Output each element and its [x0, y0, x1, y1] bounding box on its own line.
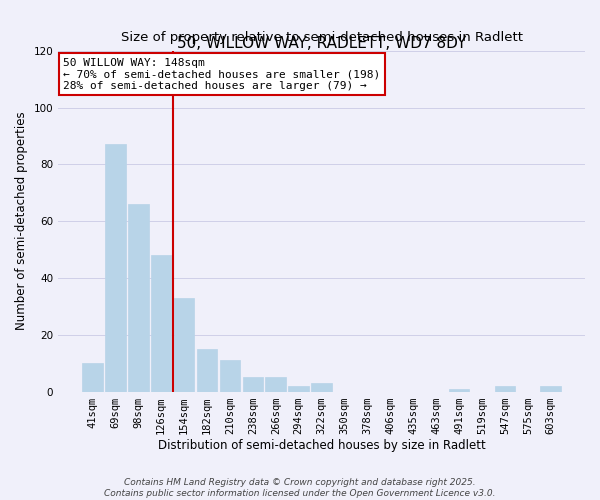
Bar [494, 386, 515, 392]
Bar [151, 255, 172, 392]
Bar [174, 298, 194, 392]
Bar [105, 144, 125, 392]
Text: 50 WILLOW WAY: 148sqm
← 70% of semi-detached houses are smaller (198)
28% of sem: 50 WILLOW WAY: 148sqm ← 70% of semi-deta… [64, 58, 380, 90]
Title: 50, WILLOW WAY, RADLETT, WD7 8DY: 50, WILLOW WAY, RADLETT, WD7 8DY [177, 36, 466, 51]
Text: Contains HM Land Registry data © Crown copyright and database right 2025.
Contai: Contains HM Land Registry data © Crown c… [104, 478, 496, 498]
Bar [220, 360, 240, 392]
Text: Size of property relative to semi-detached houses in Radlett: Size of property relative to semi-detach… [121, 31, 523, 44]
Bar [541, 386, 561, 392]
Bar [242, 378, 263, 392]
Bar [449, 388, 469, 392]
Bar [197, 349, 217, 392]
Bar [289, 386, 309, 392]
X-axis label: Distribution of semi-detached houses by size in Radlett: Distribution of semi-detached houses by … [158, 440, 485, 452]
Bar [128, 204, 149, 392]
Y-axis label: Number of semi-detached properties: Number of semi-detached properties [15, 112, 28, 330]
Bar [82, 363, 103, 392]
Bar [311, 383, 332, 392]
Bar [265, 378, 286, 392]
